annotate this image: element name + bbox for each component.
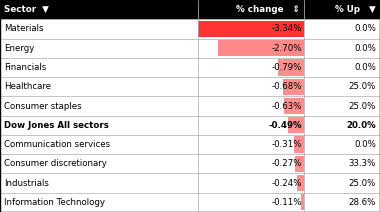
Text: 25.0%: 25.0% — [349, 102, 376, 110]
Text: % change   ⇕: % change ⇕ — [236, 5, 300, 14]
Bar — [0, 58, 380, 77]
Bar — [0, 77, 380, 96]
Text: -3.34%: -3.34% — [271, 24, 302, 33]
Bar — [279, 59, 304, 75]
Bar — [218, 40, 304, 56]
Text: 28.6%: 28.6% — [349, 198, 376, 207]
Text: 0.0%: 0.0% — [354, 140, 376, 149]
Bar — [296, 156, 304, 172]
Bar — [0, 173, 380, 193]
Text: Sector  ▼: Sector ▼ — [4, 5, 49, 14]
Bar — [296, 175, 304, 191]
Text: Consumer staples: Consumer staples — [4, 102, 81, 110]
Text: -0.49%: -0.49% — [268, 121, 302, 130]
Text: Energy: Energy — [4, 44, 34, 53]
Bar — [198, 21, 304, 37]
Bar — [284, 98, 304, 114]
Text: -0.27%: -0.27% — [271, 159, 302, 168]
Text: Materials: Materials — [4, 24, 43, 33]
Text: -0.79%: -0.79% — [271, 63, 302, 72]
Bar — [0, 39, 380, 58]
Text: -0.68%: -0.68% — [271, 82, 302, 91]
Text: 20.0%: 20.0% — [347, 121, 376, 130]
Text: -2.70%: -2.70% — [271, 44, 302, 53]
Text: -0.63%: -0.63% — [271, 102, 302, 110]
Text: 0.0%: 0.0% — [354, 63, 376, 72]
Bar — [288, 117, 304, 133]
Bar — [294, 137, 304, 153]
Bar — [198, 0, 304, 19]
Text: 25.0%: 25.0% — [349, 82, 376, 91]
Bar — [0, 154, 380, 173]
Text: Healthcare: Healthcare — [4, 82, 51, 91]
Text: 0.0%: 0.0% — [354, 44, 376, 53]
Text: Communication services: Communication services — [4, 140, 110, 149]
Text: 33.3%: 33.3% — [349, 159, 376, 168]
Text: Financials: Financials — [4, 63, 46, 72]
Bar — [0, 19, 380, 39]
Bar — [0, 0, 198, 19]
Bar — [283, 79, 304, 95]
Text: 25.0%: 25.0% — [349, 179, 376, 188]
Bar — [301, 194, 304, 211]
Bar — [0, 193, 380, 212]
Text: Dow Jones All sectors: Dow Jones All sectors — [4, 121, 109, 130]
Text: 0.0%: 0.0% — [354, 24, 376, 33]
Text: Consumer discretionary: Consumer discretionary — [4, 159, 107, 168]
Bar — [0, 116, 380, 135]
Bar — [304, 0, 380, 19]
Text: Industrials: Industrials — [4, 179, 49, 188]
Text: -0.31%: -0.31% — [271, 140, 302, 149]
Text: % Up   ▼: % Up ▼ — [336, 5, 376, 14]
Text: -0.24%: -0.24% — [271, 179, 302, 188]
Text: -0.11%: -0.11% — [271, 198, 302, 207]
Text: Information Technology: Information Technology — [4, 198, 105, 207]
Bar — [0, 135, 380, 154]
Bar — [0, 96, 380, 116]
